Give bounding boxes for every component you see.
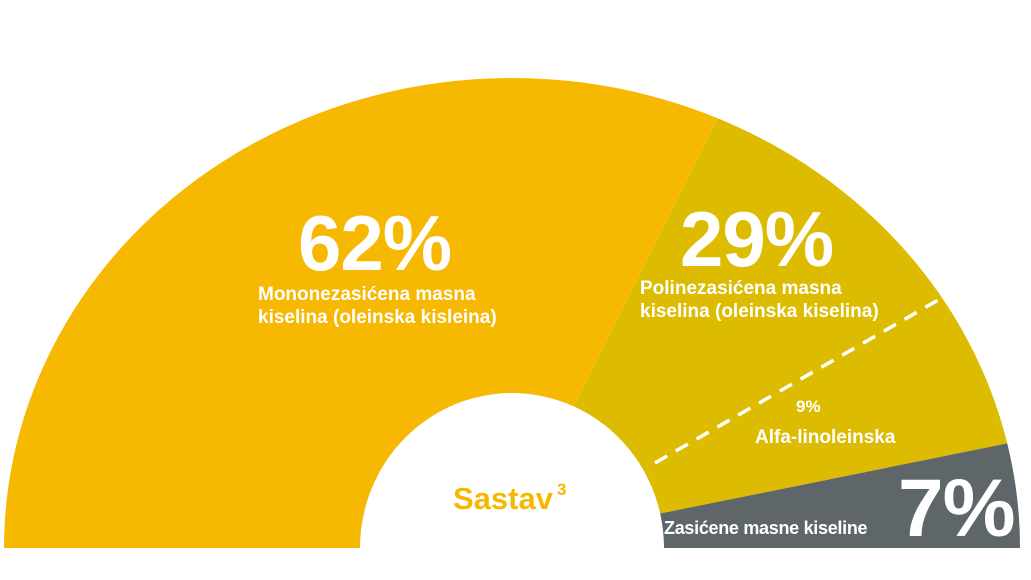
chart-title-text: Sastav	[453, 481, 553, 516]
label-line-1: Polinezasićena masna	[640, 278, 842, 299]
slice-label-polyunsaturated: Polinezasićena masna kiselina (oleinska …	[640, 277, 879, 323]
value-label-saturated: 7%	[898, 463, 1016, 554]
label-line-1: Mononezasićena masna	[258, 284, 476, 305]
label-line-2: kiselina (oleinska kiselina)	[640, 301, 879, 322]
value-label-polyunsaturated: 29%	[680, 195, 834, 283]
value-label-monounsaturated: 62%	[298, 199, 452, 287]
chart-title: Sastav 3	[453, 472, 566, 517]
chart-title-footnote: 3	[556, 480, 567, 499]
label-line-2: kiselina (oleinska kisleina)	[258, 307, 497, 328]
slice-saturated	[660, 443, 1020, 548]
label-alpha-linolenic: Alfa-linoleinska	[755, 427, 896, 448]
slice-polyunsaturated	[573, 118, 1008, 514]
slice-label-monounsaturated: Mononezasićena masna kiselina (oleinska …	[258, 283, 497, 329]
slice-label-saturated: Zasićene masne kiseline	[664, 518, 868, 538]
slice-monounsaturated	[4, 77, 718, 548]
value-label-alpha-linolenic: 9%	[796, 397, 821, 416]
alpha-linolenic-divider	[654, 290, 953, 465]
